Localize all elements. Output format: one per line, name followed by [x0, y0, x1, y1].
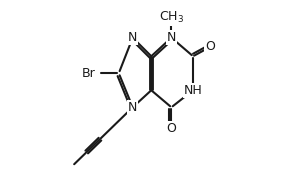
Text: Br: Br — [82, 67, 96, 80]
Text: N: N — [128, 31, 137, 44]
Text: O: O — [205, 40, 215, 54]
Text: NH: NH — [184, 84, 202, 97]
Text: N: N — [128, 101, 137, 114]
Text: CH$_3$: CH$_3$ — [159, 10, 184, 25]
Text: O: O — [166, 122, 176, 135]
Text: N: N — [167, 31, 176, 44]
